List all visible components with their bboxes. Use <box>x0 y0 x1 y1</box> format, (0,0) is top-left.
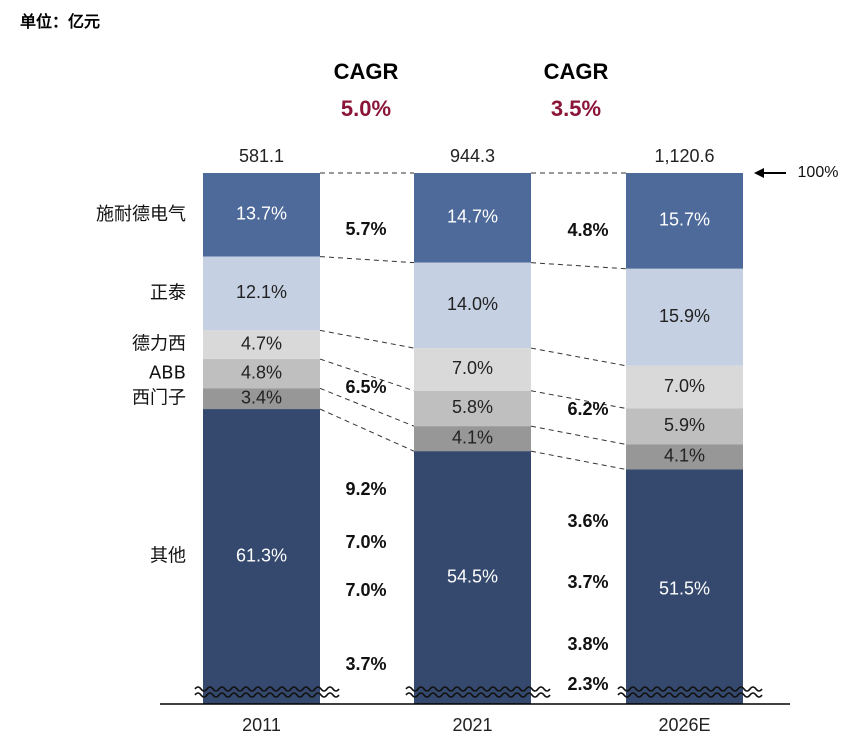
cagr-title: CAGR <box>334 59 399 84</box>
segment-cagr-label: 5.7% <box>345 219 386 239</box>
segment-cagr-label: 3.8% <box>567 634 608 654</box>
bar-segment-3 <box>414 348 531 391</box>
top-marker-label: 100% <box>798 164 839 181</box>
segment-cagr-label: 3.7% <box>345 654 386 674</box>
bar-total-label: 944.3 <box>450 146 495 166</box>
connector-line <box>319 256 415 264</box>
chart-body: 13.7% 12.1% 4.7% 4.8% 3.4% 61.3% 581.1 2011 14.7… <box>96 59 838 735</box>
unit-label: 单位：亿元 <box>20 12 100 31</box>
segment-label: 5.9% <box>664 415 705 435</box>
connector-line <box>530 390 627 409</box>
bar-segment-5 <box>414 426 531 452</box>
axis-break-wave <box>617 686 763 692</box>
series-name-label: 德力西 <box>132 334 186 355</box>
segment-label: 4.8% <box>241 362 282 382</box>
segment-label: 5.8% <box>452 397 493 417</box>
connector-line <box>530 347 627 367</box>
segment-cagr-label: 3.6% <box>567 511 608 531</box>
bar-segment-4 <box>626 408 743 445</box>
segment-label: 7.0% <box>664 376 705 396</box>
bar-segment-3 <box>626 365 743 409</box>
series-name-label: 其他 <box>150 546 186 567</box>
bar-segment-1 <box>414 173 531 263</box>
segment-cagr-label: 2.3% <box>567 674 608 694</box>
connector-line <box>530 425 627 445</box>
segment-label: 12.1% <box>236 282 287 302</box>
cagr-value: 3.5% <box>551 96 601 121</box>
series-name-label: 西门子 <box>132 388 186 409</box>
segment-label: 51.5% <box>659 578 710 598</box>
axis-break-wave <box>405 692 551 698</box>
cagr-title: CAGR <box>544 59 609 84</box>
segment-label: 15.9% <box>659 306 710 326</box>
segment-label: 13.7% <box>236 204 287 224</box>
bar-segment-6 <box>414 451 531 704</box>
segment-label: 4.1% <box>452 427 493 447</box>
segment-label: 7.0% <box>452 358 493 378</box>
segment-label: 4.1% <box>664 446 705 466</box>
series-name-label: 正泰 <box>150 282 186 303</box>
segment-label: 4.7% <box>241 333 282 353</box>
cagr-value: 5.0% <box>341 96 391 121</box>
bar-segment-3 <box>203 330 320 360</box>
segment-cagr-label: 6.2% <box>567 399 608 419</box>
bar-segment-2 <box>414 262 531 349</box>
bar-segment-6 <box>203 409 320 704</box>
bar-total-label: 581.1 <box>239 146 284 166</box>
series-name-label: ABB <box>149 363 186 384</box>
connector-line <box>319 329 415 349</box>
category-label: 2011 <box>242 715 281 735</box>
bar-segment-2 <box>626 268 743 366</box>
bar-segment-4 <box>414 390 531 427</box>
axis-break-wave <box>194 692 340 698</box>
segment-cagr-label: 6.5% <box>345 377 386 397</box>
bar-segment-5 <box>203 388 320 410</box>
segment-cagr-label: 4.8% <box>567 220 608 240</box>
connector-line <box>530 450 627 470</box>
connector-line <box>530 262 627 270</box>
axis-break-wave <box>405 686 551 692</box>
connector-line <box>319 358 415 392</box>
segment-cagr-label: 9.2% <box>345 479 386 499</box>
segment-cagr-label: 7.0% <box>345 532 386 552</box>
axis-break-wave <box>617 692 763 698</box>
bar-segment-1 <box>203 173 320 257</box>
bar-segment-1 <box>626 173 743 269</box>
segment-cagr-label: 7.0% <box>345 580 386 600</box>
segment-label: 54.5% <box>447 566 498 586</box>
segment-label: 14.7% <box>447 207 498 227</box>
bar-segment-6 <box>626 469 743 704</box>
axis-break-wave <box>194 686 340 692</box>
connector-line <box>319 387 415 427</box>
category-label: 2026E <box>658 715 710 735</box>
bar-total-label: 1,120.6 <box>654 146 714 166</box>
bar-segment-2 <box>203 256 320 331</box>
bar-segment-4 <box>203 359 320 389</box>
category-label: 2021 <box>452 715 492 735</box>
bar-segment-5 <box>626 444 743 470</box>
arrow-icon <box>754 168 764 178</box>
segment-label: 14.0% <box>447 294 498 314</box>
segment-label: 3.4% <box>241 387 282 407</box>
segment-label: 15.7% <box>659 210 710 230</box>
segment-cagr-label: 3.7% <box>567 572 608 592</box>
segment-label: 61.3% <box>236 545 287 565</box>
series-name-label: 施耐德电气 <box>96 204 186 225</box>
connector-line <box>319 408 415 452</box>
